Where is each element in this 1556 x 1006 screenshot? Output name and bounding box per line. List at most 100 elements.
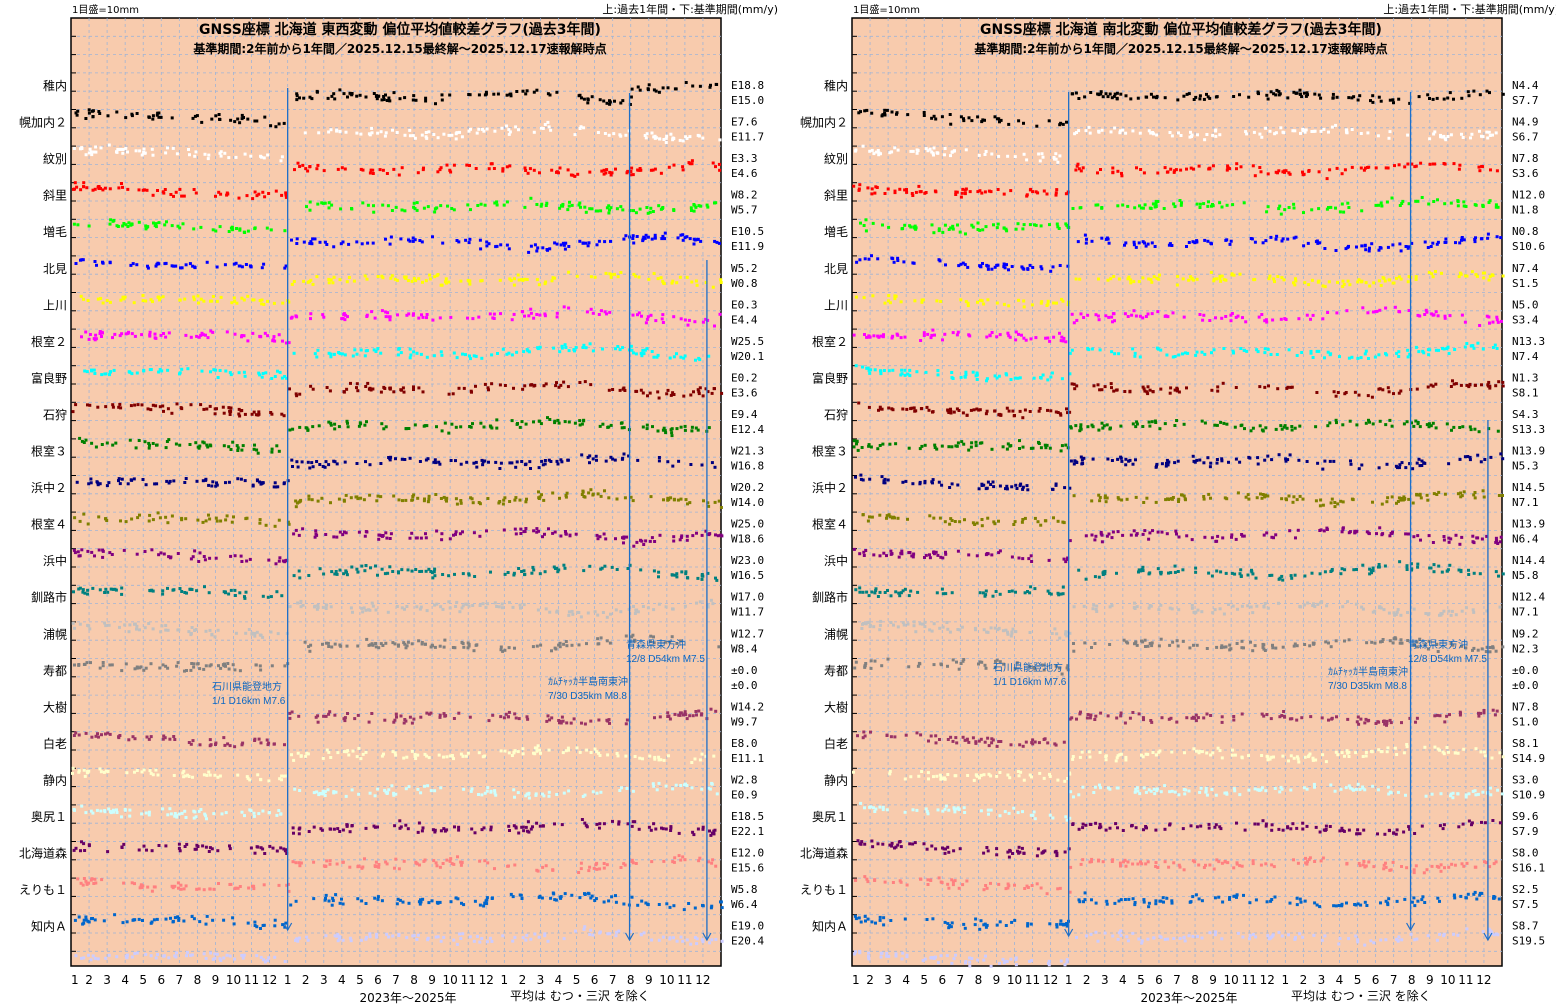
data-point xyxy=(983,153,987,156)
data-point xyxy=(76,877,80,881)
data-point xyxy=(258,480,262,484)
data-point xyxy=(662,758,666,762)
data-point xyxy=(631,234,635,238)
data-point xyxy=(632,241,636,245)
data-point xyxy=(477,793,480,796)
data-point xyxy=(239,554,243,558)
data-point xyxy=(294,938,297,942)
data-point xyxy=(381,203,385,207)
data-point xyxy=(108,663,112,667)
data-point xyxy=(133,622,137,626)
data-point xyxy=(1144,95,1148,99)
data-point xyxy=(490,353,494,357)
data-point xyxy=(198,743,202,747)
data-point xyxy=(83,369,87,373)
data-point xyxy=(521,747,525,751)
x-tick-label: 3 xyxy=(103,973,111,987)
data-point xyxy=(501,167,505,171)
data-point xyxy=(441,573,445,576)
data-point xyxy=(1462,204,1466,208)
data-point xyxy=(644,136,648,140)
data-point xyxy=(686,502,689,506)
data-point xyxy=(545,719,549,723)
data-point xyxy=(332,827,336,831)
data-point xyxy=(1036,191,1040,195)
data-point xyxy=(130,955,134,959)
data-point xyxy=(299,599,303,603)
station-label: 斜里 xyxy=(43,189,67,203)
data-point xyxy=(1287,206,1291,209)
data-point xyxy=(1398,204,1402,207)
data-point xyxy=(1110,96,1114,100)
data-point xyxy=(963,188,967,192)
data-point xyxy=(458,932,462,936)
data-point xyxy=(232,262,236,266)
data-point xyxy=(397,498,401,502)
data-point xyxy=(376,573,379,577)
data-point xyxy=(362,606,366,610)
data-point xyxy=(173,916,177,920)
x-tick-label: 10 xyxy=(659,973,674,987)
data-point xyxy=(598,930,602,934)
data-point xyxy=(652,569,656,573)
data-point xyxy=(632,209,635,213)
data-point xyxy=(546,714,550,718)
data-point xyxy=(1059,121,1063,125)
data-point xyxy=(526,717,530,721)
data-point xyxy=(1054,191,1058,195)
data-point xyxy=(716,534,720,538)
data-point xyxy=(506,571,510,574)
data-point xyxy=(1058,154,1062,158)
data-point xyxy=(548,610,552,614)
data-point xyxy=(678,538,682,542)
data-point xyxy=(512,386,515,390)
data-point xyxy=(390,274,394,278)
data-point xyxy=(430,571,434,575)
data-point xyxy=(578,127,582,130)
data-point xyxy=(345,570,348,574)
data-point xyxy=(238,264,242,268)
data-point xyxy=(389,276,393,280)
rate-reference: E22.1 xyxy=(731,825,764,838)
data-point xyxy=(1456,199,1460,203)
data-point xyxy=(221,405,225,409)
data-point xyxy=(272,301,276,305)
data-point xyxy=(523,572,527,576)
data-point xyxy=(296,939,300,943)
data-point xyxy=(295,937,299,941)
data-point xyxy=(1456,204,1460,208)
data-point xyxy=(148,513,152,517)
data-point xyxy=(255,630,259,634)
data-point xyxy=(1206,204,1210,208)
data-point xyxy=(603,310,607,314)
data-point xyxy=(115,150,118,154)
data-point xyxy=(543,312,547,316)
data-point xyxy=(1104,237,1108,241)
data-point xyxy=(190,953,194,957)
data-point xyxy=(243,412,247,416)
data-point xyxy=(633,638,637,642)
data-point xyxy=(1302,211,1305,215)
data-point xyxy=(125,920,129,924)
data-point xyxy=(262,923,266,927)
data-point xyxy=(71,410,75,414)
data-point xyxy=(510,419,514,423)
data-point xyxy=(642,352,646,356)
x-tick-label: 7 xyxy=(392,973,400,987)
data-point xyxy=(574,346,578,349)
data-point xyxy=(1028,263,1032,267)
data-point xyxy=(124,146,128,150)
data-point xyxy=(599,209,603,213)
data-point xyxy=(967,116,971,120)
data-point xyxy=(718,138,722,142)
data-point xyxy=(388,565,392,569)
data-point xyxy=(993,115,997,119)
data-point xyxy=(71,766,75,770)
data-point xyxy=(341,533,345,537)
data-point xyxy=(710,391,714,395)
data-point xyxy=(1252,130,1256,134)
data-point xyxy=(1135,166,1138,170)
data-point xyxy=(364,902,368,905)
data-point xyxy=(1099,92,1103,96)
data-point xyxy=(1478,169,1482,173)
